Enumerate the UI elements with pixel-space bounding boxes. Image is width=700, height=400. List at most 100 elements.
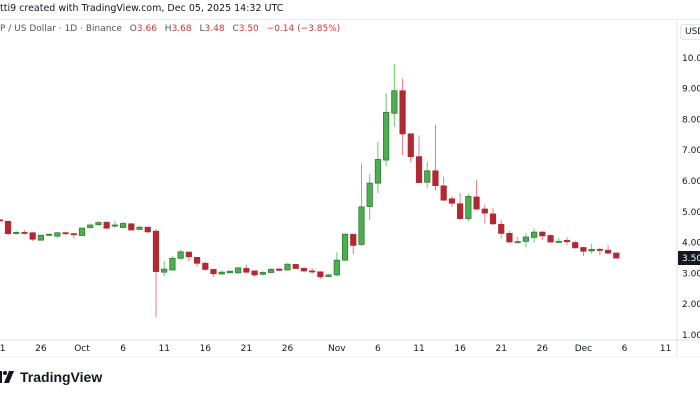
- candle-up: [374, 159, 382, 184]
- candle-up: [218, 271, 225, 275]
- y-tick-label: 4.00: [682, 239, 700, 249]
- x-tick-label: 26: [282, 344, 294, 354]
- candle-up: [465, 195, 472, 219]
- candle-down: [572, 242, 579, 249]
- candle-up: [46, 233, 53, 236]
- candle-down: [0, 219, 3, 222]
- candle-up: [514, 241, 521, 244]
- candle-down: [457, 203, 464, 219]
- candle-up: [87, 224, 94, 228]
- candle-down: [317, 271, 324, 278]
- candle-down: [29, 232, 36, 240]
- candle-up: [267, 268, 275, 273]
- y-tick-label: 8.00: [682, 115, 700, 125]
- x-tick-label: Dec: [575, 344, 592, 354]
- x-tick-label: 21: [495, 344, 506, 354]
- candle-down: [580, 247, 587, 252]
- candle-up: [522, 236, 529, 242]
- x-tick-label: Oct: [74, 344, 90, 354]
- candle-down: [604, 249, 612, 254]
- candle-up: [284, 263, 291, 271]
- candle-up: [95, 222, 102, 226]
- candle-down: [103, 221, 110, 229]
- x-tick-label: 11: [660, 344, 671, 354]
- high-label: H: [164, 24, 172, 34]
- close-value: 3.50: [238, 24, 259, 34]
- x-tick-label: 6: [622, 344, 628, 354]
- candle-up: [358, 206, 365, 245]
- candle-down: [202, 262, 209, 270]
- y-tick-label: 1.00: [682, 331, 700, 341]
- candle-down: [547, 235, 554, 243]
- x-tick-label: 6: [120, 344, 126, 354]
- candle-down: [21, 232, 28, 234]
- y-tick-label: 5.00: [682, 208, 700, 218]
- candle-down: [152, 230, 160, 272]
- x-tick-label: 6: [375, 344, 381, 354]
- candle-up: [555, 240, 562, 243]
- candle-up: [366, 182, 373, 207]
- candle-down: [440, 185, 447, 201]
- x-tick-label: 11: [158, 344, 169, 354]
- y-tick-label: 10.00: [682, 54, 700, 64]
- low-label: L: [199, 24, 205, 34]
- y-tick-label: 3.00: [682, 269, 700, 279]
- candle-down: [62, 232, 69, 235]
- candle-down: [144, 226, 151, 233]
- x-tick-label: 21: [0, 344, 6, 354]
- currency-button[interactable]: USD: [680, 24, 700, 40]
- candle-up: [383, 111, 390, 161]
- x-tick-label: Nov: [328, 344, 346, 354]
- close-label: C: [232, 24, 239, 34]
- candle-down: [399, 90, 406, 135]
- candle-up: [531, 231, 538, 238]
- candle-down: [243, 268, 250, 273]
- open-label: O: [129, 24, 137, 34]
- candle-up: [120, 223, 127, 228]
- candle-down: [506, 232, 513, 243]
- x-tick-label: 21: [241, 344, 252, 354]
- logo-text: TradingView: [20, 369, 103, 385]
- candle-up: [13, 232, 20, 234]
- candle-down: [498, 224, 505, 234]
- candle-down: [539, 231, 546, 237]
- candle-up: [259, 272, 266, 275]
- candle-up: [54, 232, 61, 237]
- candle-up: [177, 251, 184, 259]
- candle-down: [210, 268, 217, 275]
- candle-up: [161, 268, 168, 273]
- candle-up: [235, 267, 242, 274]
- x-tick-label: 26: [537, 344, 549, 354]
- y-tick-label: 7.00: [682, 146, 700, 156]
- candle-up: [424, 170, 431, 183]
- candle-up: [111, 224, 118, 227]
- candle-down: [251, 270, 258, 276]
- header-divider: [0, 19, 700, 20]
- candle-up: [391, 90, 398, 114]
- attribution-text: tti9 created with TradingView.com, Dec 0…: [0, 3, 284, 14]
- candlestick-chart[interactable]: 1.00 2.00 3.00 4.00 5.00 6.00 7.00 8.00 9.00 10.0…: [0, 0, 700, 360]
- tradingview-logo-icon: [0, 371, 14, 383]
- tradingview-logo: TradingView: [0, 369, 102, 385]
- candle-down: [596, 248, 603, 251]
- candle-up: [333, 259, 340, 276]
- candle-up: [78, 227, 86, 236]
- candle-up: [341, 233, 349, 261]
- x-tick-label: 16: [454, 344, 466, 354]
- candle-down: [276, 268, 283, 271]
- candle-up: [37, 234, 45, 241]
- candle-down: [70, 233, 77, 236]
- last-price-label: 3.50: [682, 254, 700, 264]
- candle-down: [489, 213, 497, 225]
- candle-down: [481, 208, 488, 214]
- candle-down: [432, 170, 439, 187]
- candle-down: [350, 233, 357, 246]
- x-tick-label: 11: [413, 344, 424, 354]
- candle-down: [563, 240, 571, 243]
- candle-up: [136, 226, 143, 230]
- candle-down: [128, 223, 135, 231]
- x-tick-label: 16: [200, 344, 212, 354]
- last-price-badge: [678, 251, 700, 265]
- candle-down: [309, 270, 316, 273]
- y-tick-label: 6.00: [682, 177, 700, 187]
